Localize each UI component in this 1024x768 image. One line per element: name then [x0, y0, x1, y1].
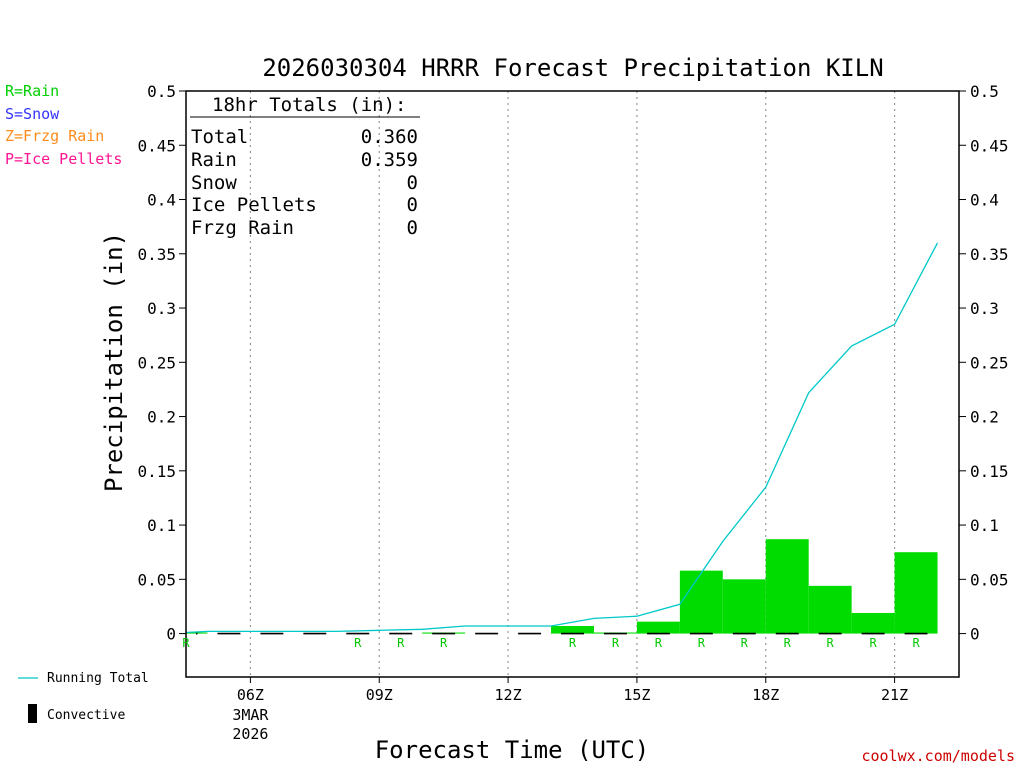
- precip-bar-16z: [636, 621, 680, 634]
- precip-bar-20z: [808, 585, 852, 634]
- totals-ice-pellets-label: Ice Pellets: [191, 194, 317, 216]
- y-tick-label-right-0.15: 0.15: [970, 462, 1009, 481]
- totals-box: 18hr Totals (in): Total 0.360 Rain 0.359…: [190, 94, 420, 239]
- precip-type-mark-16z: R: [655, 636, 663, 650]
- x-tick-label-12Z: 12Z: [495, 686, 522, 704]
- precip-type-mark-18z: R: [741, 636, 749, 650]
- y-tick-label-right-0.05: 0.05: [970, 570, 1009, 589]
- totals-rain-value: 0.359: [361, 149, 418, 171]
- totals-frzg-rain-label: Frzg Rain: [191, 217, 294, 239]
- running-total-line: [185, 242, 939, 634]
- bars: [186, 539, 938, 634]
- y-tick-label-left-0.3: 0.3: [147, 299, 176, 318]
- legend-snow: S=Snow: [5, 105, 60, 123]
- y-tick-label-left-0.35: 0.35: [137, 245, 176, 264]
- x-tick-label-15Z: 15Z: [623, 686, 650, 704]
- series-legend: Running Total Convective: [18, 671, 149, 723]
- legend-rain: R=Rain: [5, 82, 59, 100]
- x-tick-date: 3MAR: [232, 706, 269, 724]
- y-tick-label-right-0.4: 0.4: [970, 191, 999, 210]
- site-credit: coolwx.com/models: [861, 747, 1015, 765]
- y-tick-label-right-0.25: 0.25: [970, 353, 1009, 372]
- y-tick-label-right-0.5: 0.5: [970, 82, 999, 101]
- precip-type-mark-9z: R: [354, 636, 362, 650]
- precip-type-mark-22z: R: [912, 636, 920, 650]
- chart-title: 2026030304 HRRR Forecast Precipitation K…: [262, 54, 883, 82]
- x-tick-label-06Z: 06Z: [237, 686, 264, 704]
- y-tick-label-left-0.4: 0.4: [147, 191, 176, 210]
- totals-ice-pellets-value: 0: [407, 194, 418, 216]
- y-tick-label-left-0: 0: [166, 625, 176, 644]
- x-tick-label-21Z: 21Z: [881, 686, 908, 704]
- convective-swatch: [28, 704, 37, 723]
- precip-type-legend: R=Rain S=Snow Z=Frzg Rain P=Ice Pellets: [5, 82, 122, 168]
- precip-bar-14z: [551, 625, 594, 634]
- precip-bar-21z: [851, 612, 895, 634]
- y-tick-label-left-0.05: 0.05: [137, 570, 176, 589]
- y-tick-label-right-0.45: 0.45: [970, 136, 1009, 155]
- y-tick-label-left-0.1: 0.1: [147, 516, 176, 535]
- legend-convective: Convective: [47, 708, 125, 723]
- y-tick-label-left-0.15: 0.15: [137, 462, 176, 481]
- totals-frzg-rain-value: 0: [407, 217, 418, 239]
- precip-type-mark-17z: R: [698, 636, 706, 650]
- totals-snow-value: 0: [407, 172, 418, 194]
- precip-type-mark-15z: R: [612, 636, 620, 650]
- precip-type-mark-19z: R: [784, 636, 792, 650]
- gridlines: [249, 91, 896, 677]
- y-tick-label-right-0: 0: [970, 625, 980, 644]
- y-tick-label-right-0.35: 0.35: [970, 245, 1009, 264]
- y-axis-label: Precipitation (in): [100, 232, 128, 492]
- precip-type-mark-5z: R: [182, 636, 190, 650]
- totals-total-value: 0.360: [361, 126, 418, 148]
- y-tick-label-left-0.25: 0.25: [137, 353, 176, 372]
- legend-running-total: Running Total: [47, 671, 149, 686]
- totals-total-label: Total: [191, 126, 248, 148]
- y-tick-label-right-0.1: 0.1: [970, 516, 999, 535]
- totals-snow-label: Snow: [191, 172, 237, 194]
- y-tick-label-left-0.45: 0.45: [137, 136, 176, 155]
- legend-ice-pellets: P=Ice Pellets: [5, 150, 122, 168]
- y-tick-label-right-0.2: 0.2: [970, 408, 999, 427]
- running-total-layer: [185, 242, 939, 634]
- precip-bar-19z: [765, 539, 809, 634]
- y-tick-label-left-0.5: 0.5: [147, 82, 176, 101]
- y-tick-label-right-0.3: 0.3: [970, 299, 999, 318]
- plot-frame: [185, 90, 960, 678]
- totals-header: 18hr Totals (in):: [212, 94, 406, 116]
- precip-type-mark-10z: R: [397, 636, 405, 650]
- precip-bar-17z: [679, 570, 723, 634]
- x-axis-label: Forecast Time (UTC): [375, 736, 650, 764]
- precip-type-mark-14z: R: [569, 636, 577, 650]
- y-tick-label-left-0.2: 0.2: [147, 408, 176, 427]
- precip-type-mark-11z: R: [440, 636, 448, 650]
- x-tick-year: 2026: [232, 725, 268, 743]
- totals-rain-label: Rain: [191, 149, 237, 171]
- precip-bar-18z: [722, 579, 766, 634]
- x-tick-label-09Z: 09Z: [366, 686, 393, 704]
- precip-type-mark-20z: R: [827, 636, 835, 650]
- x-tick-label-18Z: 18Z: [752, 686, 779, 704]
- precip-bar-22z: [894, 552, 938, 634]
- precip-type-mark-21z: R: [869, 636, 877, 650]
- legend-frzg-rain: Z=Frzg Rain: [5, 127, 104, 145]
